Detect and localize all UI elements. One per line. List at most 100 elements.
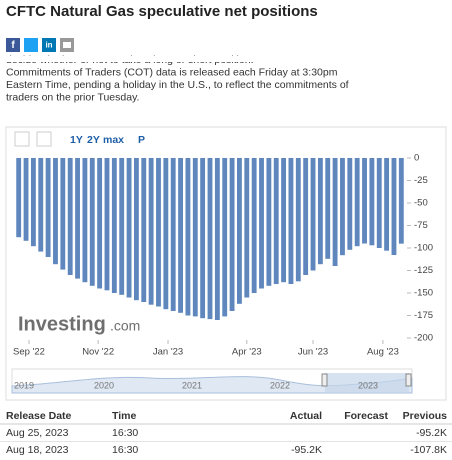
bar bbox=[310, 158, 316, 271]
bar bbox=[38, 158, 44, 252]
bar bbox=[398, 158, 404, 244]
watermark: .com bbox=[110, 318, 140, 334]
bar bbox=[384, 158, 390, 251]
bar bbox=[75, 158, 80, 279]
x-tick-label: Sep '22 bbox=[13, 347, 45, 358]
range-button[interactable]: 2Y bbox=[87, 134, 100, 146]
table-cell: -95.2K bbox=[291, 444, 322, 455]
navigator-label: 2021 bbox=[182, 380, 202, 390]
bar bbox=[222, 158, 228, 317]
y-tick-label: -175 bbox=[414, 310, 433, 321]
bar bbox=[126, 158, 132, 298]
bar bbox=[281, 158, 287, 283]
bar bbox=[16, 158, 22, 238]
bar bbox=[200, 158, 206, 319]
bar bbox=[141, 158, 147, 302]
bar bbox=[369, 158, 375, 246]
bar bbox=[67, 158, 73, 275]
table-cell: -95.2K bbox=[416, 427, 447, 439]
navigator-window[interactable] bbox=[325, 373, 409, 393]
bar bbox=[97, 158, 103, 289]
bar bbox=[214, 158, 220, 320]
bar bbox=[391, 158, 397, 256]
navigator-label: 2022 bbox=[270, 380, 290, 390]
navigator-handle[interactable] bbox=[405, 373, 412, 387]
bar bbox=[45, 158, 51, 257]
bar bbox=[207, 158, 213, 320]
bar bbox=[362, 158, 367, 244]
bar bbox=[89, 158, 95, 286]
bar bbox=[30, 158, 36, 247]
bar bbox=[317, 158, 323, 265]
bar bbox=[325, 158, 331, 259]
watermark: Investing bbox=[18, 313, 106, 335]
bar bbox=[119, 158, 125, 295]
table-cell: -107.8K bbox=[410, 444, 447, 455]
description-line: Eastern Time, pending a holiday in the U… bbox=[6, 79, 349, 91]
bar bbox=[82, 158, 88, 283]
scroll-mask bbox=[0, 56, 452, 62]
table-header: Time bbox=[112, 410, 136, 422]
bar-button[interactable] bbox=[14, 131, 30, 147]
bar bbox=[340, 158, 345, 256]
range-button[interactable]: 1Y bbox=[70, 134, 83, 146]
x-tick-label: Apr '23 bbox=[232, 347, 262, 358]
bar bbox=[303, 158, 309, 275]
bar bbox=[148, 158, 154, 305]
bar bbox=[192, 158, 198, 317]
bar bbox=[185, 158, 191, 316]
bar bbox=[23, 158, 29, 241]
icon: in bbox=[45, 41, 52, 50]
bar bbox=[229, 158, 235, 311]
bar bbox=[111, 158, 117, 293]
x-tick-label: Aug '23 bbox=[367, 347, 399, 358]
range-button[interactable]: max bbox=[103, 134, 124, 146]
bar bbox=[237, 158, 242, 304]
x-tick-label: Jun '23 bbox=[298, 347, 328, 358]
table-cell: 16:30 bbox=[112, 427, 138, 439]
y-tick-label: -50 bbox=[414, 198, 428, 209]
linkedin-button[interactable] bbox=[42, 38, 56, 52]
table-header: Release Date bbox=[6, 410, 72, 422]
bar bbox=[163, 158, 169, 310]
y-tick-label: 0 bbox=[414, 153, 419, 164]
navigator-label: 2020 bbox=[94, 380, 114, 390]
table-header: Actual bbox=[290, 410, 322, 422]
icon bbox=[63, 42, 71, 48]
y-tick-label: -100 bbox=[414, 243, 433, 254]
bar bbox=[104, 158, 110, 291]
x-tick-label: Nov '22 bbox=[82, 347, 114, 358]
bar bbox=[178, 158, 183, 313]
table-cell: Aug 25, 2023 bbox=[6, 427, 69, 439]
bar bbox=[133, 158, 139, 301]
bar bbox=[156, 158, 161, 307]
bar bbox=[266, 158, 272, 286]
description-line: Commitments of Traders (COT) data is rel… bbox=[6, 66, 338, 78]
y-tick-label: -200 bbox=[414, 333, 433, 344]
bar bbox=[251, 158, 257, 293]
table-header: Forecast bbox=[344, 410, 388, 422]
navigator-label: 2023 bbox=[358, 380, 378, 390]
navigator-handle[interactable] bbox=[321, 373, 328, 387]
bar bbox=[259, 158, 264, 289]
bar bbox=[273, 158, 279, 284]
bar bbox=[376, 158, 382, 248]
facebook-button[interactable] bbox=[6, 38, 20, 52]
y-tick-label: -150 bbox=[414, 288, 433, 299]
twitter-button[interactable] bbox=[24, 38, 38, 52]
table-cell: Aug 18, 2023 bbox=[6, 444, 69, 455]
navigator-label: 2019 bbox=[14, 380, 34, 390]
bar bbox=[332, 158, 338, 266]
x-tick-label: Jan '23 bbox=[153, 347, 183, 358]
y-tick-label: -125 bbox=[414, 265, 433, 276]
bar bbox=[60, 158, 66, 270]
bar bbox=[288, 158, 294, 284]
table-cell: 16:30 bbox=[112, 444, 138, 455]
bar bbox=[244, 158, 250, 298]
description-line: traders on the prior Tuesday. bbox=[6, 91, 139, 103]
range-button[interactable]: P bbox=[138, 134, 145, 146]
line-button[interactable] bbox=[36, 131, 52, 147]
bar bbox=[354, 158, 360, 247]
